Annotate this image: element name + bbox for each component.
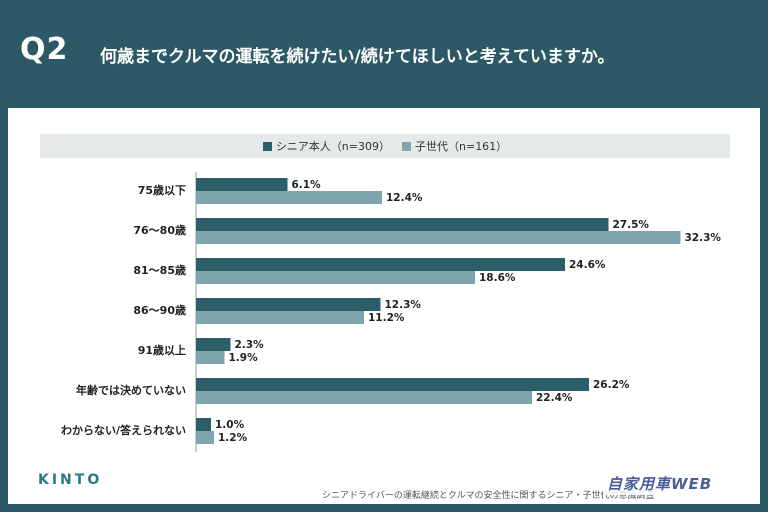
source-footnote: シニアドライバーの運転継続とクルマの安全性に関するシニア・子世代の意識調査 xyxy=(322,491,655,501)
bar-series2 xyxy=(196,351,225,364)
value-label-series2: 11.2% xyxy=(368,312,405,324)
category-label: 81～85歳 xyxy=(133,263,186,277)
category-label: 86～90歳 xyxy=(133,303,186,317)
category-label: 91歳以上 xyxy=(138,343,186,357)
kinto-logo: KINTO xyxy=(38,472,103,488)
bar-chart: 75歳以下 6.1% 12.4% 76～80歳 27.5% 32.3% 81～85歳 24.6… xyxy=(61,172,722,452)
bar-series1 xyxy=(196,178,288,191)
bar-series1 xyxy=(196,418,211,431)
category-label: 75歳以下 xyxy=(138,183,186,197)
value-label-series1: 24.6% xyxy=(569,259,606,271)
value-label-series2: 1.2% xyxy=(218,432,248,444)
legend-swatch-series1 xyxy=(262,141,272,151)
bar-series1 xyxy=(196,298,381,311)
bar-series1 xyxy=(196,258,565,271)
chart-panel: シニア本人（n=309） 子世代（n=161） 75歳以下 6.1% 12.4% 76… xyxy=(8,108,760,504)
bar-series1 xyxy=(196,218,609,231)
bar-series2 xyxy=(196,431,214,444)
value-label-series1: 12.3% xyxy=(385,299,422,311)
bar-series2 xyxy=(196,311,364,324)
value-label-series1: 2.3% xyxy=(235,339,265,351)
value-label-series1: 27.5% xyxy=(613,219,650,231)
value-label-series2: 18.6% xyxy=(479,272,516,284)
bar-series2 xyxy=(196,231,681,244)
legend-item-series1: シニア本人（n=309） xyxy=(262,138,390,154)
bar-series2 xyxy=(196,271,475,284)
value-label-series2: 22.4% xyxy=(536,392,573,404)
question-number: Q2 xyxy=(20,32,69,67)
question-title: 何歳までクルマの運転を続けたい/続けてほしいと考えていますか。 xyxy=(100,47,615,67)
legend: シニア本人（n=309） 子世代（n=161） xyxy=(40,134,730,158)
legend-label-series2: 子世代（n=161） xyxy=(415,140,508,153)
value-label-series1: 6.1% xyxy=(292,179,322,191)
bar-series1 xyxy=(196,338,231,351)
value-label-series1: 1.0% xyxy=(215,419,245,431)
bar-series2 xyxy=(196,391,532,404)
bar-series2 xyxy=(196,191,382,204)
value-label-series2: 32.3% xyxy=(685,232,722,244)
category-label: 年齢では決めていない xyxy=(76,383,186,397)
category-label: 76～80歳 xyxy=(133,223,186,237)
category-label: わからない/答えられない xyxy=(61,423,186,437)
value-label-series2: 1.9% xyxy=(229,352,259,364)
value-label-series2: 12.4% xyxy=(386,192,423,204)
header: Q2 何歳までクルマの運転を続けたい/続けてほしいと考えていますか。 xyxy=(0,0,768,108)
legend-swatch-series2 xyxy=(402,141,411,151)
legend-item-series2: 子世代（n=161） xyxy=(402,138,507,154)
legend-label-series1: シニア本人（n=309） xyxy=(275,140,390,153)
bar-series1 xyxy=(196,378,589,391)
watermark-logo: 自家用車WEB xyxy=(603,472,717,495)
value-label-series1: 26.2% xyxy=(593,379,630,391)
